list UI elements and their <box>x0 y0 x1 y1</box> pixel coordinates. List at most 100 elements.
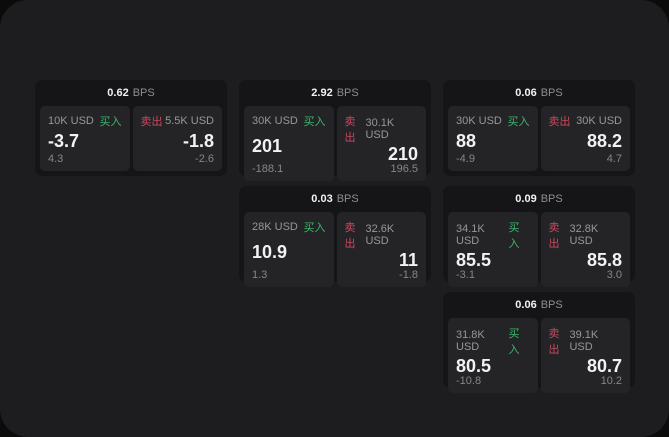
sell-delta: 3.0 <box>606 269 622 281</box>
buy-tile-top: 31.8K USD 买入 <box>456 325 530 357</box>
sell-tile-top: 卖出 30K USD <box>549 113 623 129</box>
quote-tiles: 10K USD 买入 -3.7 4.3 卖出 5.5K USD -1.8 -2.… <box>35 106 227 176</box>
sell-price: 85.8 <box>586 250 622 270</box>
bps-header: 2.92 BPS <box>239 80 431 106</box>
buy-price: 201 <box>252 136 283 156</box>
quote-card: 0.06 BPS 30K USD 买入 88 -4.9 卖出 30K USD <box>443 80 635 176</box>
bps-unit-label: BPS <box>336 193 359 205</box>
sell-amount: 32.8K USD <box>569 223 599 247</box>
sell-price: -1.8 <box>182 131 214 151</box>
sell-delta: -1.8 <box>399 269 418 281</box>
quote-tiles: 30K USD 买入 201 -188.1 卖出 30.1K USD 210 1… <box>239 106 431 186</box>
sell-tile[interactable]: 卖出 30K USD 88.2 4.7 <box>540 106 630 171</box>
sell-tile-top: 卖出 32.8K USD <box>549 219 623 251</box>
buy-delta: -4.9 <box>456 153 475 165</box>
buy-amount: 34.1K USD <box>456 223 485 247</box>
buy-tile[interactable]: 31.8K USD 买入 80.5 -10.8 <box>448 318 538 393</box>
buy-price: 80.5 <box>456 356 492 376</box>
bps-value: 0.06 <box>515 87 537 99</box>
buy-tile[interactable]: 10K USD 买入 -3.7 4.3 <box>40 106 130 171</box>
buy-tile-top: 30K USD 买入 <box>252 113 326 129</box>
sell-delta: 4.7 <box>606 153 622 165</box>
bps-unit-label: BPS <box>336 87 359 99</box>
buy-delta: -10.8 <box>456 375 482 387</box>
sell-price: 210 <box>387 144 418 164</box>
buy-delta: -3.1 <box>456 269 475 281</box>
sell-side-label: 卖出 <box>140 116 163 128</box>
buy-side-label: 买入 <box>507 116 530 128</box>
sell-delta: 196.5 <box>390 163 418 175</box>
sell-tile[interactable]: 卖出 30.1K USD 210 196.5 <box>336 106 426 181</box>
sell-side-label: 卖出 <box>548 222 560 250</box>
bps-value: 0.09 <box>515 193 537 205</box>
sell-amount: 39.1K USD <box>569 329 599 353</box>
sell-price: 11 <box>398 250 418 270</box>
buy-tile-top: 10K USD 买入 <box>48 113 122 129</box>
bps-header: 0.06 BPS <box>443 292 635 318</box>
sell-tile-top: 卖出 30.1K USD <box>345 113 419 145</box>
sell-side-label: 卖出 <box>344 116 356 144</box>
buy-delta: 4.3 <box>48 153 64 165</box>
quote-card: 0.06 BPS 31.8K USD 买入 80.5 -10.8 卖出 39.1… <box>443 292 635 393</box>
quote-card-grid: 0.62 BPS 10K USD 买入 -3.7 4.3 卖出 5.5K USD <box>35 80 635 393</box>
sell-price: 80.7 <box>586 356 622 376</box>
buy-tile-top: 30K USD 买入 <box>456 113 530 129</box>
bps-unit-label: BPS <box>540 299 563 311</box>
sell-tile-top: 卖出 32.6K USD <box>345 219 419 251</box>
quote-card: 2.92 BPS 30K USD 买入 201 -188.1 卖出 30.1K … <box>239 80 431 181</box>
bps-header: 0.62 BPS <box>35 80 227 106</box>
buy-side-label: 买入 <box>303 222 326 234</box>
sell-amount: 5.5K USD <box>165 115 214 127</box>
sell-side-label: 卖出 <box>344 222 356 250</box>
buy-amount: 30K USD <box>456 115 502 127</box>
buy-side-label: 买入 <box>99 116 122 128</box>
bps-unit-label: BPS <box>132 87 155 99</box>
quote-tiles: 34.1K USD 买入 85.5 -3.1 卖出 32.8K USD 85.8… <box>443 212 635 292</box>
sell-side-label: 卖出 <box>548 328 560 356</box>
sell-amount: 32.6K USD <box>365 223 395 247</box>
sell-delta: -2.6 <box>195 153 214 165</box>
buy-delta: -188.1 <box>252 163 284 175</box>
buy-tile[interactable]: 30K USD 买入 88 -4.9 <box>448 106 538 171</box>
sell-side-label: 卖出 <box>548 116 571 128</box>
buy-delta: 1.3 <box>252 269 268 281</box>
buy-price: -3.7 <box>48 131 80 151</box>
sell-amount: 30.1K USD <box>365 117 395 141</box>
sell-tile[interactable]: 卖出 5.5K USD -1.8 -2.6 <box>132 106 222 171</box>
sell-tile-top: 卖出 39.1K USD <box>549 325 623 357</box>
bps-value: 0.03 <box>311 193 333 205</box>
sell-amount: 30K USD <box>576 115 622 127</box>
quote-tiles: 31.8K USD 买入 80.5 -10.8 卖出 39.1K USD 80.… <box>443 318 635 398</box>
bps-unit-label: BPS <box>540 193 563 205</box>
sell-price: 88.2 <box>586 131 622 151</box>
bps-header: 0.06 BPS <box>443 80 635 106</box>
sell-tile[interactable]: 卖出 32.6K USD 11 -1.8 <box>336 212 426 287</box>
quote-card: 0.09 BPS 34.1K USD 买入 85.5 -3.1 卖出 32.8K… <box>443 186 635 287</box>
buy-tile[interactable]: 30K USD 买入 201 -188.1 <box>244 106 334 181</box>
bps-value: 0.06 <box>515 299 537 311</box>
buy-side-label: 买入 <box>508 328 520 356</box>
buy-amount: 10K USD <box>48 115 94 127</box>
buy-amount: 31.8K USD <box>456 329 485 353</box>
quote-tiles: 28K USD 买入 10.9 1.3 卖出 32.6K USD 11 -1.8 <box>239 212 431 292</box>
sell-tile[interactable]: 卖出 39.1K USD 80.7 10.2 <box>540 318 630 393</box>
buy-price: 88 <box>456 131 477 151</box>
bps-value: 2.92 <box>311 87 333 99</box>
buy-tile[interactable]: 28K USD 买入 10.9 1.3 <box>244 212 334 287</box>
sell-tile[interactable]: 卖出 32.8K USD 85.8 3.0 <box>540 212 630 287</box>
quote-card: 0.03 BPS 28K USD 买入 10.9 1.3 卖出 32.6K US… <box>239 186 431 287</box>
bps-header: 0.03 BPS <box>239 186 431 212</box>
quote-tiles: 30K USD 买入 88 -4.9 卖出 30K USD 88.2 4.7 <box>443 106 635 176</box>
buy-tile-top: 34.1K USD 买入 <box>456 219 530 251</box>
buy-amount: 28K USD <box>252 221 298 233</box>
bps-unit-label: BPS <box>540 87 563 99</box>
buy-side-label: 买入 <box>303 116 326 128</box>
buy-price: 10.9 <box>252 242 288 262</box>
quote-card: 0.62 BPS 10K USD 买入 -3.7 4.3 卖出 5.5K USD <box>35 80 227 176</box>
sell-delta: 10.2 <box>600 375 622 387</box>
bps-header: 0.09 BPS <box>443 186 635 212</box>
buy-price: 85.5 <box>456 250 492 270</box>
buy-tile[interactable]: 34.1K USD 买入 85.5 -3.1 <box>448 212 538 287</box>
buy-tile-top: 28K USD 买入 <box>252 219 326 235</box>
